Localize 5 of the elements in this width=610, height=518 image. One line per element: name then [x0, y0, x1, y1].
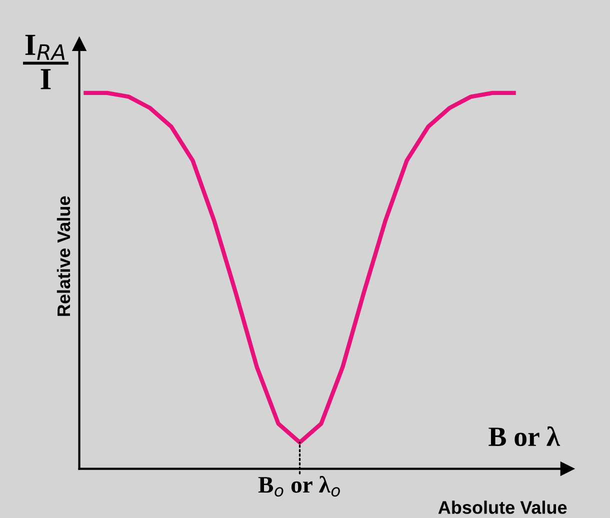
text: I$_{RA}$ I: [25, 34, 65, 90]
y-axis-title: Relative Value: [56, 196, 70, 316]
x-axis-title: Absolute Value: [438, 500, 567, 514]
annotation: B or λ: [488, 426, 560, 446]
annotation: B$_{o}$ or λ$_{o}$: [258, 476, 340, 497]
